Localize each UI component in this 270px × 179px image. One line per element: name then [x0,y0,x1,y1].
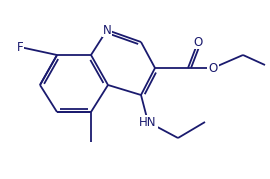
Text: HN: HN [139,115,157,129]
Text: O: O [208,62,218,74]
Text: N: N [103,23,111,37]
Text: O: O [193,35,202,49]
Text: F: F [17,40,23,54]
